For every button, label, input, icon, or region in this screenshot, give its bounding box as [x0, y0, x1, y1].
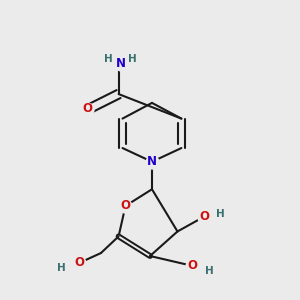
Text: H: H: [128, 54, 137, 64]
Text: O: O: [187, 259, 197, 272]
Text: H: H: [104, 54, 113, 64]
Text: N: N: [116, 57, 126, 70]
Text: O: O: [121, 200, 130, 212]
Text: O: O: [82, 102, 92, 115]
Text: N: N: [147, 155, 157, 168]
Text: O: O: [199, 210, 209, 223]
Text: H: H: [57, 263, 66, 273]
Text: H: H: [216, 209, 225, 219]
Text: O: O: [74, 256, 84, 269]
Text: H: H: [205, 266, 213, 276]
